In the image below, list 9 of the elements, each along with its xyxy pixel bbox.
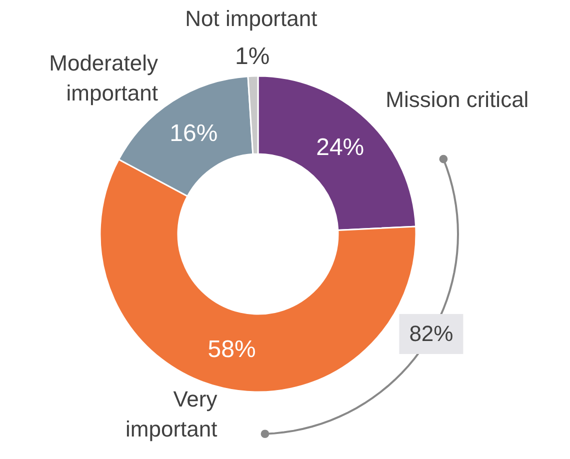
data-label: 58% xyxy=(208,336,256,364)
data-label: 16% xyxy=(170,120,218,147)
slice-label: Moderately important xyxy=(49,50,158,106)
slice-label: Mission critical xyxy=(386,87,529,112)
text: 82% xyxy=(409,321,454,346)
slice-label: Not important xyxy=(185,6,318,32)
data-label: 24% xyxy=(316,134,364,161)
data-label: 1% xyxy=(235,43,270,70)
slice-label: Very important xyxy=(126,386,218,442)
